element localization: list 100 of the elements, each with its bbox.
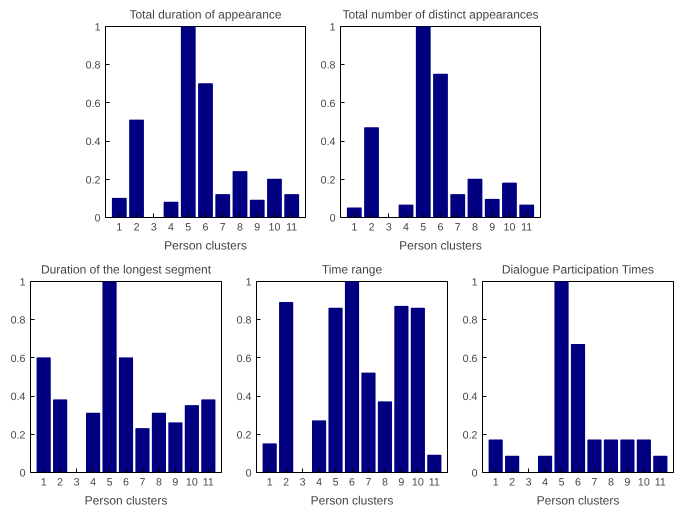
x-tick-label: 10 — [638, 476, 650, 488]
chart-title: Time range — [322, 262, 382, 276]
bar — [232, 171, 248, 218]
x-tick-label: 8 — [608, 476, 614, 488]
y-tick-label: 1 — [330, 22, 336, 34]
y-tick-label: 0.4 — [320, 136, 336, 148]
y-tick-label: 0.4 — [236, 391, 252, 404]
x-tick-label: 4 — [168, 222, 174, 234]
x-tick-label: 3 — [74, 476, 80, 488]
x-tick-label: 6 — [123, 476, 130, 488]
x-tick-label: 11 — [202, 476, 214, 488]
x-tick-label: 5 — [332, 476, 339, 488]
y-tick-label: 0.8 — [10, 314, 26, 327]
x-tick-label: 2 — [134, 222, 140, 234]
x-tick-label: 5 — [106, 476, 113, 488]
x-tick-label: 7 — [592, 476, 598, 488]
x-tick-label: 4 — [90, 476, 96, 488]
bar — [427, 454, 442, 472]
x-tick-label: 11 — [286, 222, 298, 234]
bar — [364, 127, 379, 218]
bar — [450, 194, 466, 218]
y-tick-label: 0 — [246, 468, 252, 480]
x-tick-label: 2 — [57, 476, 64, 488]
y-tick-label: 0.2 — [10, 429, 26, 442]
bar — [198, 83, 213, 218]
x-tick-label: 1 — [492, 476, 499, 488]
x-tick-label: 8 — [237, 222, 244, 234]
x-tick-label: 8 — [472, 222, 478, 234]
x-axis-title: Person clusters — [536, 494, 620, 508]
bar — [570, 344, 586, 472]
bar — [180, 26, 196, 218]
bar — [398, 204, 414, 218]
bar — [502, 182, 517, 218]
x-tick-label: 11 — [521, 222, 532, 234]
x-tick-label: 9 — [398, 476, 404, 488]
x-tick-label: 7 — [366, 476, 372, 488]
bar — [378, 401, 392, 472]
bar — [135, 428, 150, 472]
bar — [86, 412, 100, 472]
y-tick-label: 0.4 — [86, 136, 101, 148]
x-tick-label: 6 — [349, 476, 356, 488]
x-tick-label: 2 — [283, 476, 290, 488]
x-tick-label: 11 — [428, 476, 440, 488]
y-tick-label: 0.2 — [86, 174, 101, 186]
x-tick-label: 6 — [202, 222, 209, 234]
y-tick-label: 0.8 — [86, 60, 101, 72]
x-tick-label: 10 — [186, 476, 198, 488]
y-tick-label: 0.6 — [10, 352, 26, 365]
bar — [36, 357, 51, 472]
x-axis-title: Person clusters — [399, 238, 482, 252]
bar — [587, 440, 602, 472]
chart-title: Total number of distinct appearances — [342, 8, 539, 22]
x-tick-label: 10 — [412, 476, 424, 488]
y-tick-label: 0.2 — [462, 429, 478, 442]
y-tick-label: 0.6 — [320, 98, 336, 110]
bar — [636, 440, 651, 472]
bar — [279, 302, 294, 472]
bar — [653, 456, 668, 472]
bar — [164, 202, 178, 218]
y-tick-label: 0.8 — [320, 60, 336, 72]
bar — [201, 399, 216, 472]
x-tick-label: 1 — [40, 476, 47, 488]
bar — [328, 308, 343, 472]
x-tick-label: 3 — [150, 222, 157, 234]
bar — [112, 198, 127, 218]
x-tick-label: 3 — [300, 476, 306, 488]
bar — [53, 399, 68, 472]
x-tick-label: 10 — [504, 222, 516, 234]
bar — [519, 204, 534, 218]
bar — [118, 357, 134, 472]
bar — [468, 178, 482, 218]
x-tick-label: 4 — [403, 222, 410, 234]
bar — [433, 74, 448, 218]
bar — [284, 194, 300, 218]
x-tick-label: 4 — [316, 476, 322, 488]
y-tick-label: 0.6 — [86, 98, 101, 110]
x-tick-label: 6 — [438, 222, 444, 234]
x-axis-title: Person clusters — [164, 238, 247, 252]
y-tick-label: 0 — [472, 468, 478, 480]
x-tick-label: 5 — [185, 222, 192, 234]
bar — [152, 412, 166, 472]
x-axis-title: Person clusters — [310, 494, 394, 508]
x-tick-label: 11 — [654, 476, 666, 488]
y-tick-label: 0.6 — [236, 352, 252, 365]
y-tick-label: 0 — [20, 468, 26, 480]
bar — [250, 200, 265, 218]
x-tick-label: 1 — [351, 222, 358, 234]
bar — [488, 440, 503, 472]
x-tick-label: 6 — [575, 476, 582, 488]
x-tick-label: 9 — [489, 222, 496, 234]
bar — [410, 308, 425, 472]
x-tick-label: 9 — [254, 222, 260, 234]
y-tick-label: 0.6 — [462, 352, 478, 365]
bar — [604, 440, 618, 472]
x-axis-title: Person clusters — [84, 494, 168, 508]
bar — [505, 456, 520, 472]
bar — [554, 282, 569, 472]
x-tick-label: 8 — [156, 476, 162, 488]
bar — [184, 405, 199, 472]
x-tick-label: 1 — [266, 476, 273, 488]
